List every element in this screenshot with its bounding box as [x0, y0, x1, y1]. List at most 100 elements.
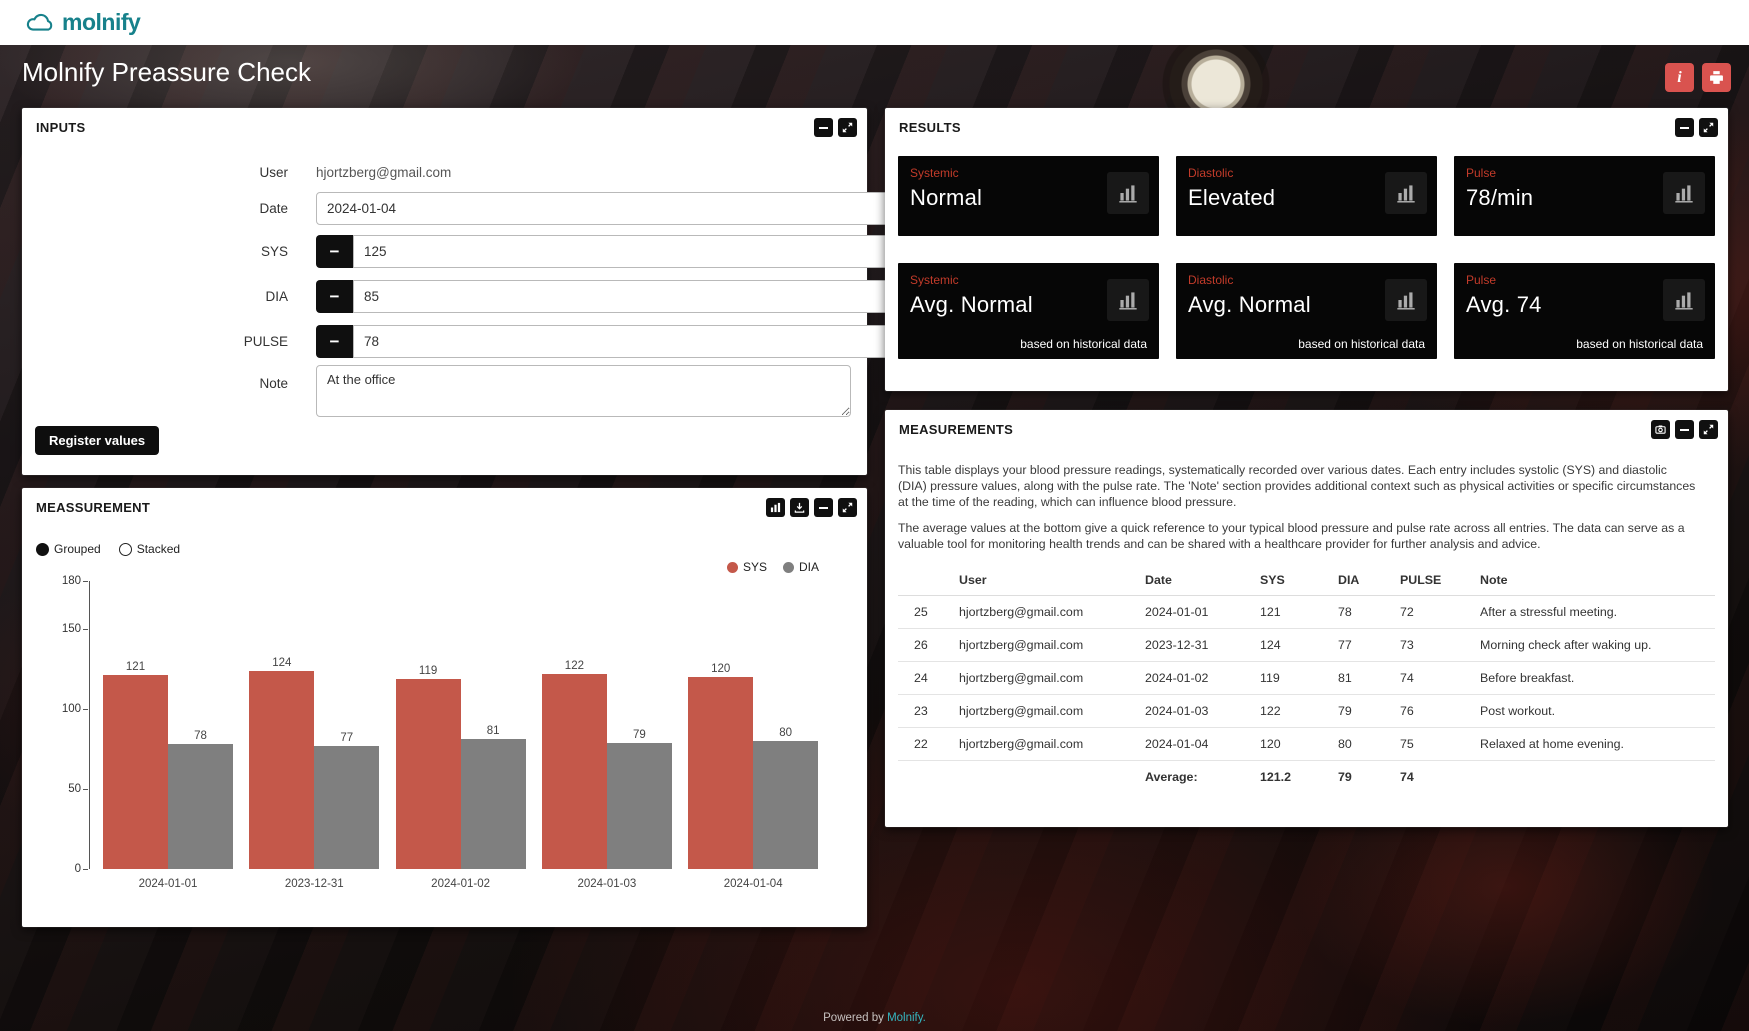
- x-axis-label: 2024-01-02: [431, 878, 490, 890]
- bar-group: 120 80 2024-01-04: [688, 581, 819, 890]
- bar-sys: 120: [688, 663, 754, 869]
- bar-group: 122 79 2024-01-03: [541, 581, 672, 890]
- print-icon: [1710, 71, 1723, 84]
- legend-dot: [726, 561, 738, 573]
- table-description-1: This table displays your blood pressure …: [898, 463, 1696, 510]
- minimize-icon: [1680, 428, 1689, 431]
- header-date: Date: [1137, 565, 1252, 596]
- footer: Powered by Molnify.: [0, 1012, 1749, 1024]
- measurements-minimize-button[interactable]: [1675, 420, 1694, 439]
- cell-date: 2024-01-03: [1137, 694, 1252, 728]
- print-button[interactable]: [1702, 63, 1731, 92]
- results-minimize-button[interactable]: [1675, 118, 1694, 137]
- bar-dia: 77: [314, 732, 380, 869]
- bar-value-label: 121: [125, 661, 146, 673]
- cell-dia: 81: [1330, 661, 1392, 695]
- cell-sys: 120: [1252, 727, 1330, 761]
- cell-dia: 79: [1330, 694, 1392, 728]
- cell-id: 26: [898, 628, 951, 662]
- cell-sys: 124: [1252, 628, 1330, 662]
- card-footnote: based on historical data: [1298, 337, 1425, 351]
- results-panel: RESULTS Systemic Normal Diastolic Elevat…: [885, 108, 1728, 391]
- bar-group: 121 78 2024-01-01: [103, 581, 233, 890]
- bar-chart-icon: [1119, 292, 1137, 310]
- results-toolbar: [1675, 118, 1718, 137]
- cell-user: hjortzberg@gmail.com: [951, 595, 1137, 629]
- cell-pulse: 72: [1392, 595, 1472, 629]
- bar-sys: 119: [395, 665, 461, 869]
- bar-chart-icon: [1675, 185, 1693, 203]
- card-value: Avg. 74: [1466, 292, 1542, 317]
- cell-date: 2024-01-02: [1137, 661, 1252, 695]
- download-chart-button[interactable]: [790, 498, 809, 517]
- card-icon-box: [1663, 279, 1705, 321]
- date-row: Date: [22, 192, 1161, 225]
- top-bar: molnify: [0, 0, 1749, 45]
- radio-stacked-dot: [118, 542, 132, 556]
- info-button[interactable]: i: [1665, 63, 1694, 92]
- card-category-label: Pulse: [1466, 166, 1497, 180]
- cell-user: hjortzberg@gmail.com: [951, 628, 1137, 662]
- card-icon-box: [1107, 279, 1149, 321]
- expand-icon: [1703, 122, 1714, 133]
- inputs-panel-title: INPUTS: [36, 120, 86, 135]
- table-row: 22 hjortzberg@gmail.com 2024-01-04 120 8…: [898, 727, 1715, 761]
- bar-chart-icon: [1675, 292, 1693, 310]
- snapshot-button[interactable]: [1651, 420, 1670, 439]
- molnify-link[interactable]: Molnify.: [887, 1012, 926, 1024]
- cell-date: 2024-01-04: [1137, 727, 1252, 761]
- bar-chart-icon: [1119, 185, 1137, 203]
- sys-decrement-button[interactable]: −: [316, 235, 353, 268]
- bar-value-label: 79: [632, 729, 646, 741]
- card-category-label: Diastolic: [1188, 273, 1234, 287]
- cell-pulse: 73: [1392, 628, 1472, 662]
- chart-type-button[interactable]: [766, 498, 785, 517]
- card-icon-box: [1385, 172, 1427, 214]
- card-footnote: based on historical data: [1020, 337, 1147, 351]
- dia-decrement-button[interactable]: −: [316, 280, 353, 313]
- measurements-toolbar: [1651, 420, 1718, 439]
- results-card: Systemic Avg. Normal based on historical…: [898, 263, 1159, 359]
- cell-date: 2023-12-31: [1137, 628, 1252, 662]
- cell-date: 2024-01-01: [1137, 595, 1252, 629]
- radio-stacked[interactable]: Stacked: [118, 542, 180, 556]
- bar-value-label: 124: [272, 657, 292, 669]
- expand-icon: [842, 502, 853, 513]
- header-id: [898, 565, 951, 596]
- cell-sys: 122: [1252, 694, 1330, 728]
- inputs-expand-button[interactable]: [838, 118, 857, 137]
- powered-by-text: Powered by: [823, 1012, 884, 1024]
- cell-pulse: 76: [1392, 694, 1472, 728]
- measurement-expand-button[interactable]: [838, 498, 857, 517]
- inputs-panel: INPUTS User hjortzberg@gmail.com Date SY…: [22, 108, 1161, 475]
- results-card: Pulse Avg. 74 based on historical data: [1454, 263, 1715, 359]
- card-category-label: Systemic: [910, 166, 959, 180]
- molnify-logo[interactable]: molnify: [24, 9, 141, 36]
- bar-group: 124 77 2023-12-31: [249, 581, 380, 890]
- bar-value-label: 78: [194, 730, 207, 742]
- note-textarea[interactable]: At the office: [316, 365, 851, 417]
- radio-grouped-dot: [36, 542, 49, 556]
- cell-dia: 80: [1330, 727, 1392, 761]
- card-category-label: Systemic: [910, 273, 959, 287]
- average-pulse: 74: [1392, 760, 1472, 793]
- cell-note: Before breakfast.: [1472, 661, 1715, 695]
- card-value: Avg. Normal: [910, 292, 1033, 317]
- radio-grouped[interactable]: Grouped: [36, 542, 101, 556]
- y-axis-tick: 150: [43, 623, 88, 635]
- measurements-expand-button[interactable]: [1699, 420, 1718, 439]
- minimize-icon: [819, 126, 828, 129]
- x-axis-label: 2024-01-03: [577, 878, 637, 890]
- header-sys: SYS: [1252, 565, 1330, 596]
- pulse-decrement-button[interactable]: −: [316, 325, 353, 358]
- bar-value-label: 77: [340, 732, 354, 744]
- card-category-label: Diastolic: [1188, 166, 1234, 180]
- register-values-button[interactable]: Register values: [35, 426, 160, 455]
- cell-user: hjortzberg@gmail.com: [951, 661, 1137, 695]
- inputs-minimize-button[interactable]: [814, 118, 833, 137]
- dia-label: DIA: [265, 289, 288, 304]
- legend-item: SYS: [726, 560, 767, 574]
- bar-sys: 122: [541, 660, 607, 869]
- results-expand-button[interactable]: [1699, 118, 1718, 137]
- measurement-minimize-button[interactable]: [814, 498, 833, 517]
